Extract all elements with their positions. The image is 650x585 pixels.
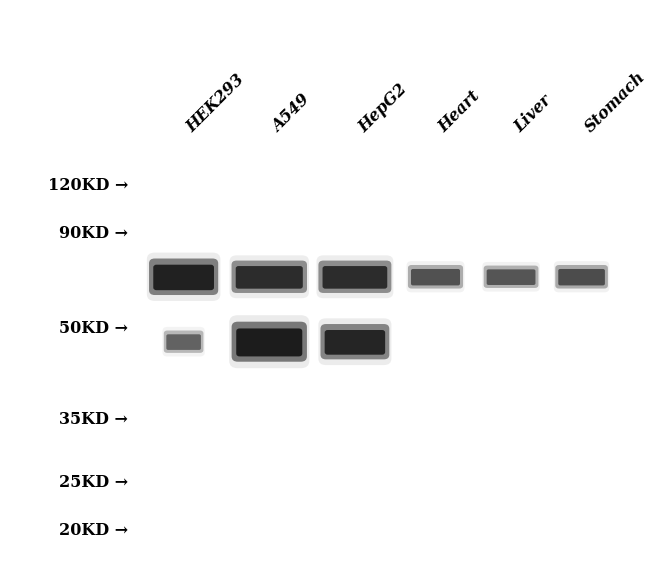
FancyBboxPatch shape bbox=[318, 260, 391, 293]
FancyBboxPatch shape bbox=[229, 315, 309, 368]
FancyBboxPatch shape bbox=[482, 262, 540, 291]
Text: Heart: Heart bbox=[436, 88, 484, 136]
Text: HepG2: HepG2 bbox=[355, 81, 410, 136]
Text: 20KD →: 20KD → bbox=[59, 521, 128, 539]
FancyBboxPatch shape bbox=[408, 265, 463, 288]
FancyBboxPatch shape bbox=[147, 253, 220, 301]
FancyBboxPatch shape bbox=[162, 327, 205, 356]
FancyBboxPatch shape bbox=[320, 324, 389, 359]
Text: Stomach: Stomach bbox=[582, 69, 649, 136]
FancyBboxPatch shape bbox=[229, 255, 309, 298]
Text: 50KD →: 50KD → bbox=[59, 320, 128, 337]
Text: 90KD →: 90KD → bbox=[59, 225, 128, 242]
FancyBboxPatch shape bbox=[317, 255, 393, 298]
FancyBboxPatch shape bbox=[324, 330, 385, 355]
Text: 35KD →: 35KD → bbox=[59, 411, 128, 428]
FancyBboxPatch shape bbox=[236, 266, 303, 288]
FancyBboxPatch shape bbox=[231, 322, 307, 362]
FancyBboxPatch shape bbox=[487, 269, 536, 285]
Text: 120KD →: 120KD → bbox=[47, 177, 128, 194]
FancyBboxPatch shape bbox=[166, 334, 201, 350]
FancyBboxPatch shape bbox=[555, 265, 608, 288]
FancyBboxPatch shape bbox=[554, 261, 609, 292]
FancyBboxPatch shape bbox=[236, 328, 302, 356]
FancyBboxPatch shape bbox=[558, 269, 605, 285]
Text: 25KD →: 25KD → bbox=[59, 474, 128, 491]
Text: HEK293: HEK293 bbox=[183, 71, 248, 136]
FancyBboxPatch shape bbox=[322, 266, 387, 288]
Text: Liver: Liver bbox=[511, 92, 555, 136]
FancyBboxPatch shape bbox=[149, 259, 218, 295]
FancyBboxPatch shape bbox=[411, 269, 460, 285]
FancyBboxPatch shape bbox=[406, 261, 465, 292]
FancyBboxPatch shape bbox=[164, 331, 203, 353]
FancyBboxPatch shape bbox=[231, 260, 307, 293]
Text: A549: A549 bbox=[269, 92, 314, 136]
FancyBboxPatch shape bbox=[484, 266, 538, 288]
FancyBboxPatch shape bbox=[153, 264, 214, 290]
FancyBboxPatch shape bbox=[318, 318, 391, 365]
